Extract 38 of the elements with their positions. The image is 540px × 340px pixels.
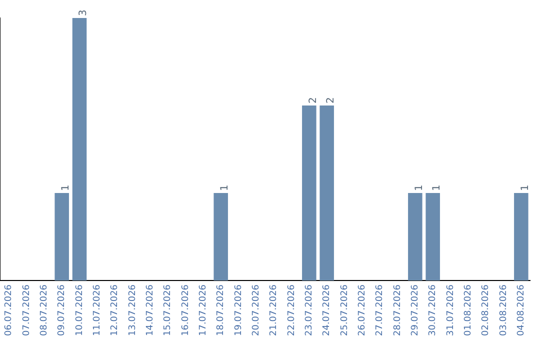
x-tick-label: 04.08.2026 — [516, 284, 527, 336]
x-tick-label: 24.07.2026 — [322, 284, 332, 336]
x-tick-label: 13.07.2026 — [128, 284, 138, 336]
x-tick-label: 10.07.2026 — [74, 284, 85, 336]
x-tick-label: 01.08.2026 — [464, 284, 474, 336]
x-tick-label: 03.08.2026 — [498, 284, 509, 336]
data-label: 2 — [325, 97, 336, 104]
x-tick-label: 12.07.2026 — [110, 284, 120, 336]
x-tick-label: 19.07.2026 — [234, 284, 244, 336]
x-tick-label: 06.07.2026 — [4, 284, 14, 336]
x-tick-label: 11.07.2026 — [92, 284, 103, 336]
data-label: 1 — [414, 184, 425, 191]
data-label: 2 — [308, 97, 319, 104]
x-tick-label: 26.07.2026 — [358, 284, 368, 336]
data-label: 1 — [219, 184, 230, 191]
x-tick-label: 23.07.2026 — [304, 284, 315, 336]
x-tick-label: 20.07.2026 — [252, 284, 262, 336]
x-tick-label: 14.07.2026 — [146, 284, 156, 336]
x-tick-label: 08.07.2026 — [40, 284, 50, 336]
x-tick-label: 21.07.2026 — [269, 284, 280, 336]
x-tick-label: 07.07.2026 — [22, 284, 32, 336]
x-tick-label: 18.07.2026 — [216, 284, 226, 336]
x-tick-label: 22.07.2026 — [286, 284, 297, 336]
x-tick-label: 09.07.2026 — [57, 284, 68, 336]
x-tick-label: 25.07.2026 — [340, 284, 350, 336]
x-tick-label: 31.07.2026 — [446, 284, 456, 336]
data-label: 3 — [78, 10, 90, 16]
x-tick-label: 17.07.2026 — [198, 284, 209, 336]
x-tick-label: 15.07.2026 — [163, 284, 174, 336]
x-tick-label: 29.07.2026 — [410, 284, 421, 336]
x-tick-label: 30.07.2026 — [428, 284, 438, 336]
data-label: 1 — [520, 184, 531, 191]
x-tick-label: 27.07.2026 — [375, 284, 386, 336]
x-tick-label: 02.08.2026 — [481, 284, 492, 336]
x-tick-label: 28.07.2026 — [392, 284, 403, 336]
data-label: 1 — [431, 184, 442, 191]
data-label: 1 — [60, 184, 72, 191]
x-tick-label: 16.07.2026 — [180, 284, 191, 336]
